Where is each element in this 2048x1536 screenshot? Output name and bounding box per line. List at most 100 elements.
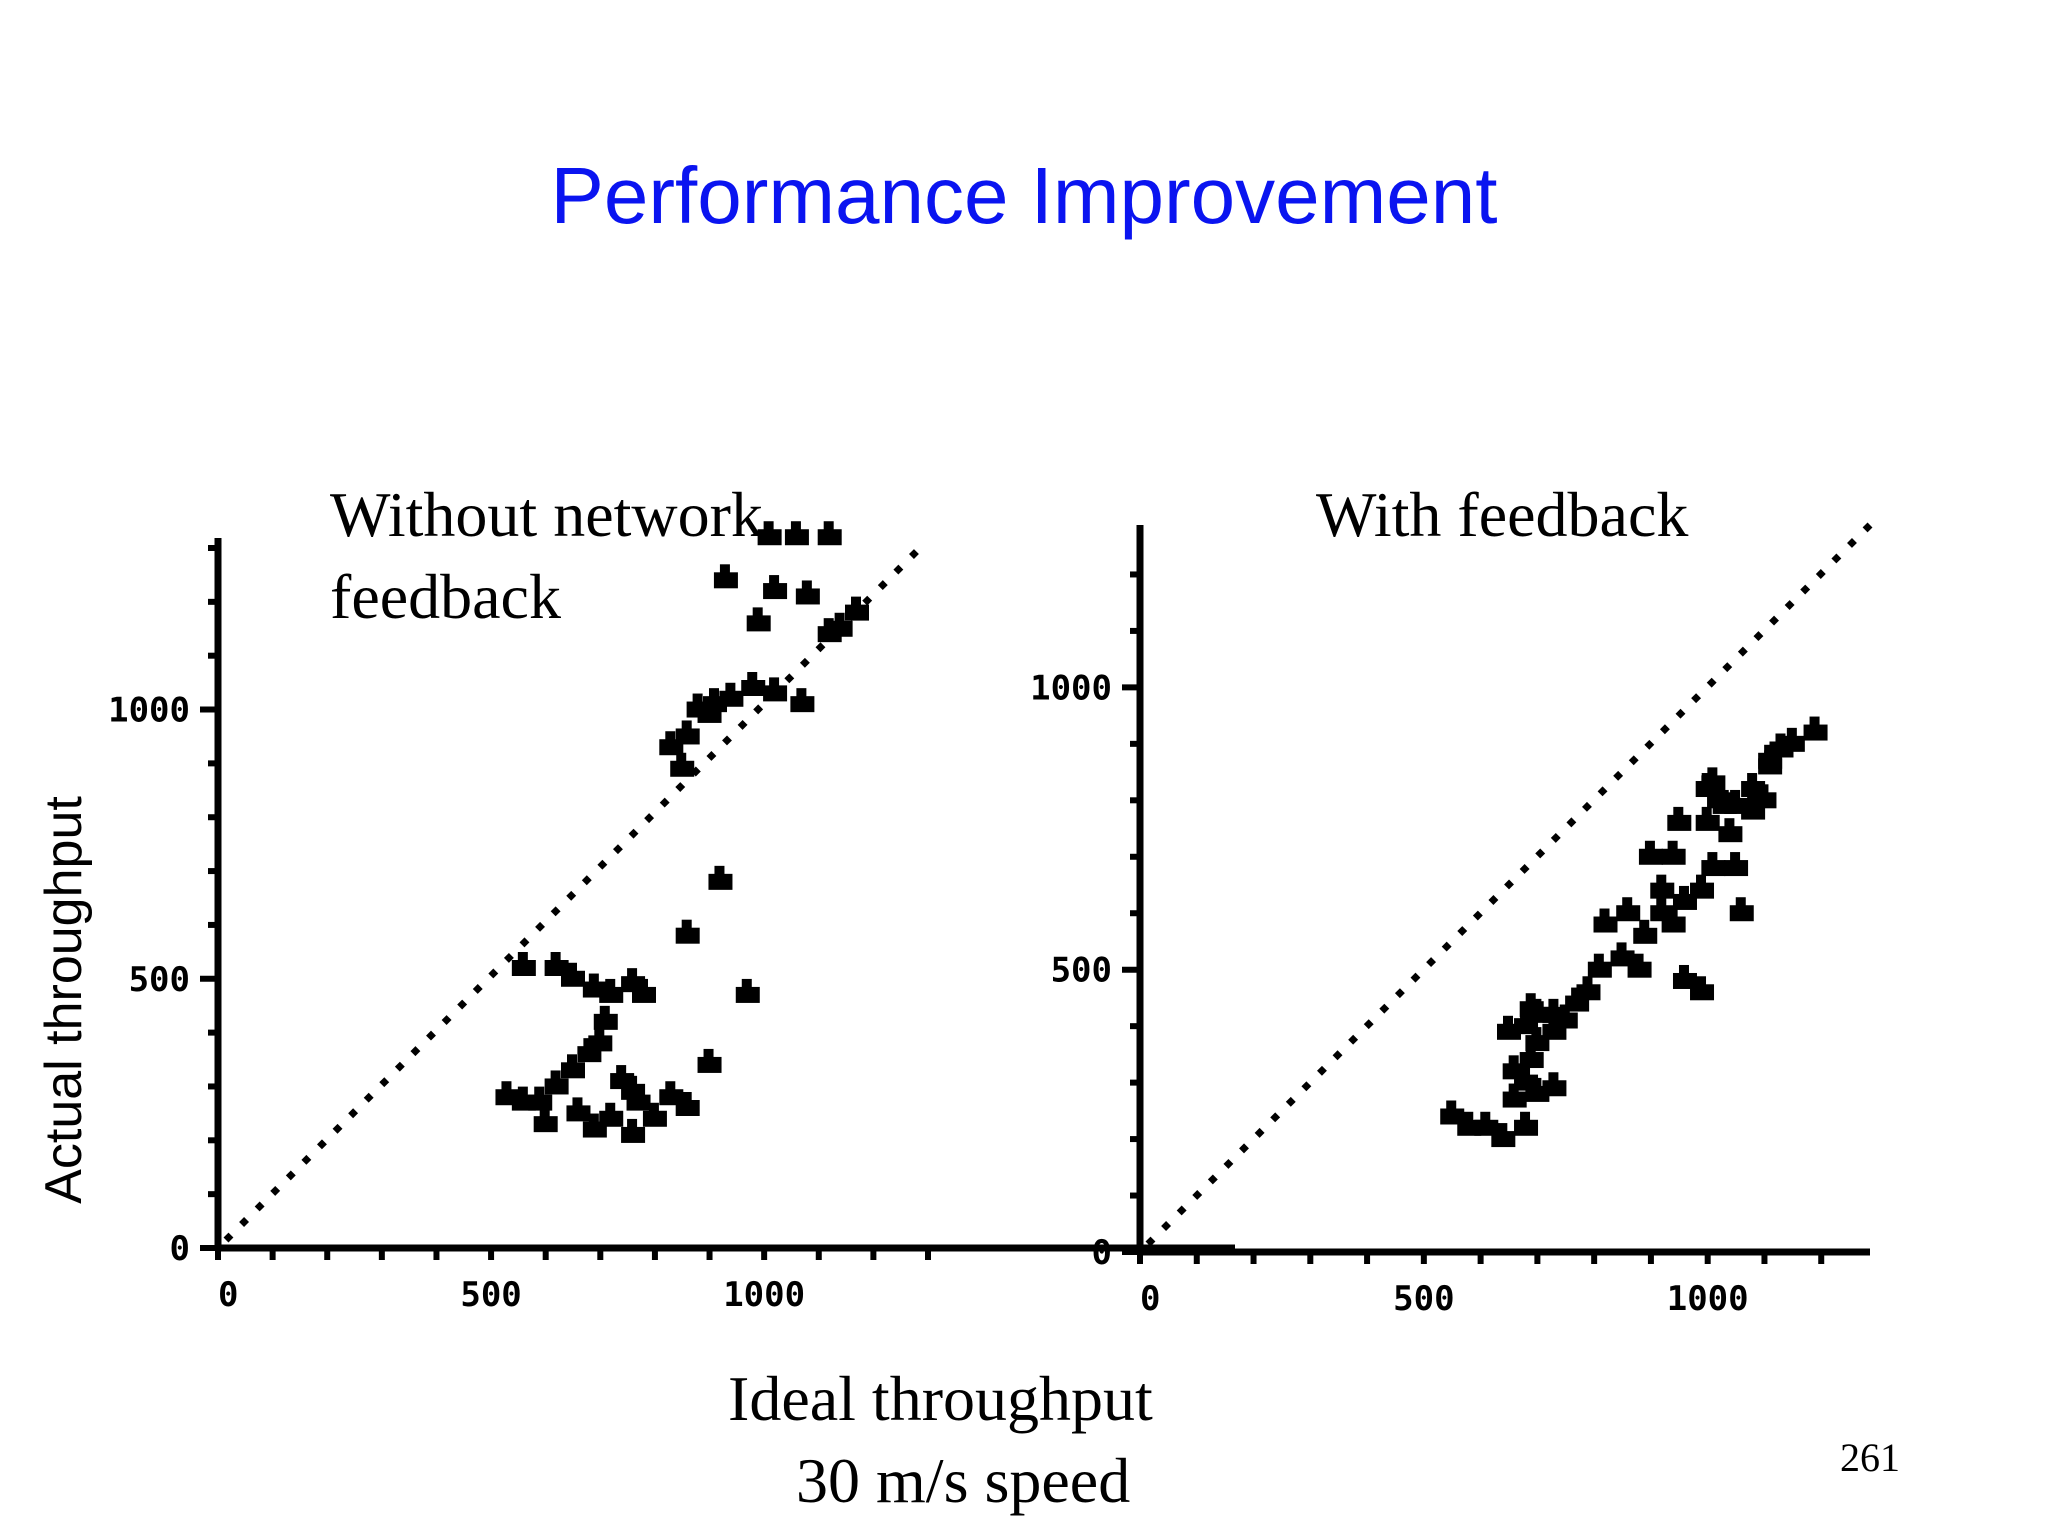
data-point-cap [1548,1072,1559,1083]
chart-with-feedback: 0 500 1000 0 500 1000 [1030,522,1873,1319]
data-point [1576,984,1601,1001]
data-point-cap [747,672,758,682]
data-point-cap [616,1065,627,1076]
data-point [670,760,695,777]
data-point-cap [1701,806,1712,817]
data-point-cap [1747,795,1758,806]
data-point [845,604,869,621]
data-point-cap [1673,806,1684,817]
data-point-cap [1582,976,1593,987]
data-point [697,1056,722,1073]
data-point-cap [714,865,725,876]
data-point-cap [681,1092,692,1102]
data-point [713,572,738,589]
data-point [735,986,760,1003]
data-point [1553,1012,1578,1029]
data-point-cap [1622,897,1633,908]
data-point [1514,1119,1539,1136]
data-point [1661,916,1686,933]
data-point-cap [1735,897,1746,908]
x-tick-label: 1000 [723,1275,805,1315]
y-tick-label: 0 [170,1229,190,1269]
data-point [621,1126,646,1143]
chart1-title-line2: feedback [330,561,561,632]
data-point-cap [1503,1015,1513,1026]
data-point [708,873,733,890]
page-number: 261 [1840,1435,1900,1480]
data-point-cap [1730,852,1741,863]
data-point [1701,860,1726,877]
data-point-cap [681,919,692,930]
data-point-cap [692,693,703,704]
data-point-cap [725,682,736,693]
data-point [1502,1091,1527,1108]
data-point-cap [851,596,861,607]
data-point-cap [790,521,801,532]
data-point-cap [1775,733,1786,744]
data-point-cap [627,968,638,979]
data-point [675,1100,700,1116]
data-point [1633,927,1658,944]
data-point [795,588,820,605]
data-point [746,615,771,632]
data-point [544,1078,569,1095]
data-point-cap [1559,1004,1570,1015]
data-point-cap [1678,964,1689,975]
data-point-cap [1718,789,1729,800]
data-point-cap [741,978,752,989]
data-point [790,696,815,713]
data-point [828,620,853,637]
y-tick-label: 1000 [108,691,190,731]
data-point-cap [1809,716,1820,727]
data-point-cap [572,1097,583,1108]
data-point [561,970,585,987]
data-point-cap [1531,998,1542,1009]
chart1-title-line1: Without network [330,479,763,550]
data-point-cap [517,952,528,962]
data-point [719,690,744,707]
chart-without-feedback: 0 500 1000 0 500 1000 [108,521,1235,1315]
data-point-cap [627,1075,638,1086]
data-point-cap [1593,953,1604,964]
data-point-cap [1786,727,1797,738]
ideal-diagonal-line [1145,522,1873,1247]
x-tick-label: 1000 [1667,1279,1749,1319]
data-point [642,1110,667,1127]
data-point-cap [1764,744,1775,755]
data-point-cap [752,607,763,618]
data-point-cap [709,688,719,699]
data-point-cap [567,1054,577,1065]
data-point [1667,814,1692,831]
data-point [1724,860,1749,877]
data-point [1661,848,1686,865]
data-point [1803,724,1828,741]
data-point-cap [1758,784,1769,795]
data-point [675,728,700,745]
data-point [1638,848,1663,865]
data-point-cap [1480,1111,1491,1122]
data-point-cap [823,521,834,532]
data-point-cap [834,612,845,623]
data-point-cap [605,1102,616,1113]
data-point [1587,961,1612,978]
data-point-cap [665,731,676,742]
data-point [1627,961,1652,978]
data-point [763,685,788,702]
data-point-cap [769,575,780,586]
data-point-cap [1497,1123,1508,1134]
data-point-cap [1667,840,1678,851]
data-point-cap [1644,840,1655,851]
data-point-cap [550,1070,561,1081]
data-point-cap [796,688,807,699]
data-point-cap [1747,773,1758,784]
data-point-cap [763,521,774,532]
data-point-cap [605,978,616,989]
data-point [1695,814,1720,831]
data-point [621,1083,646,1100]
x-tick-label: 500 [460,1275,521,1315]
data-point-cap [588,973,599,984]
data-point-cap [599,1005,610,1016]
data-point-cap [1696,874,1707,885]
x-tick-label: 500 [1393,1279,1454,1319]
data-point-cap [1724,818,1735,829]
